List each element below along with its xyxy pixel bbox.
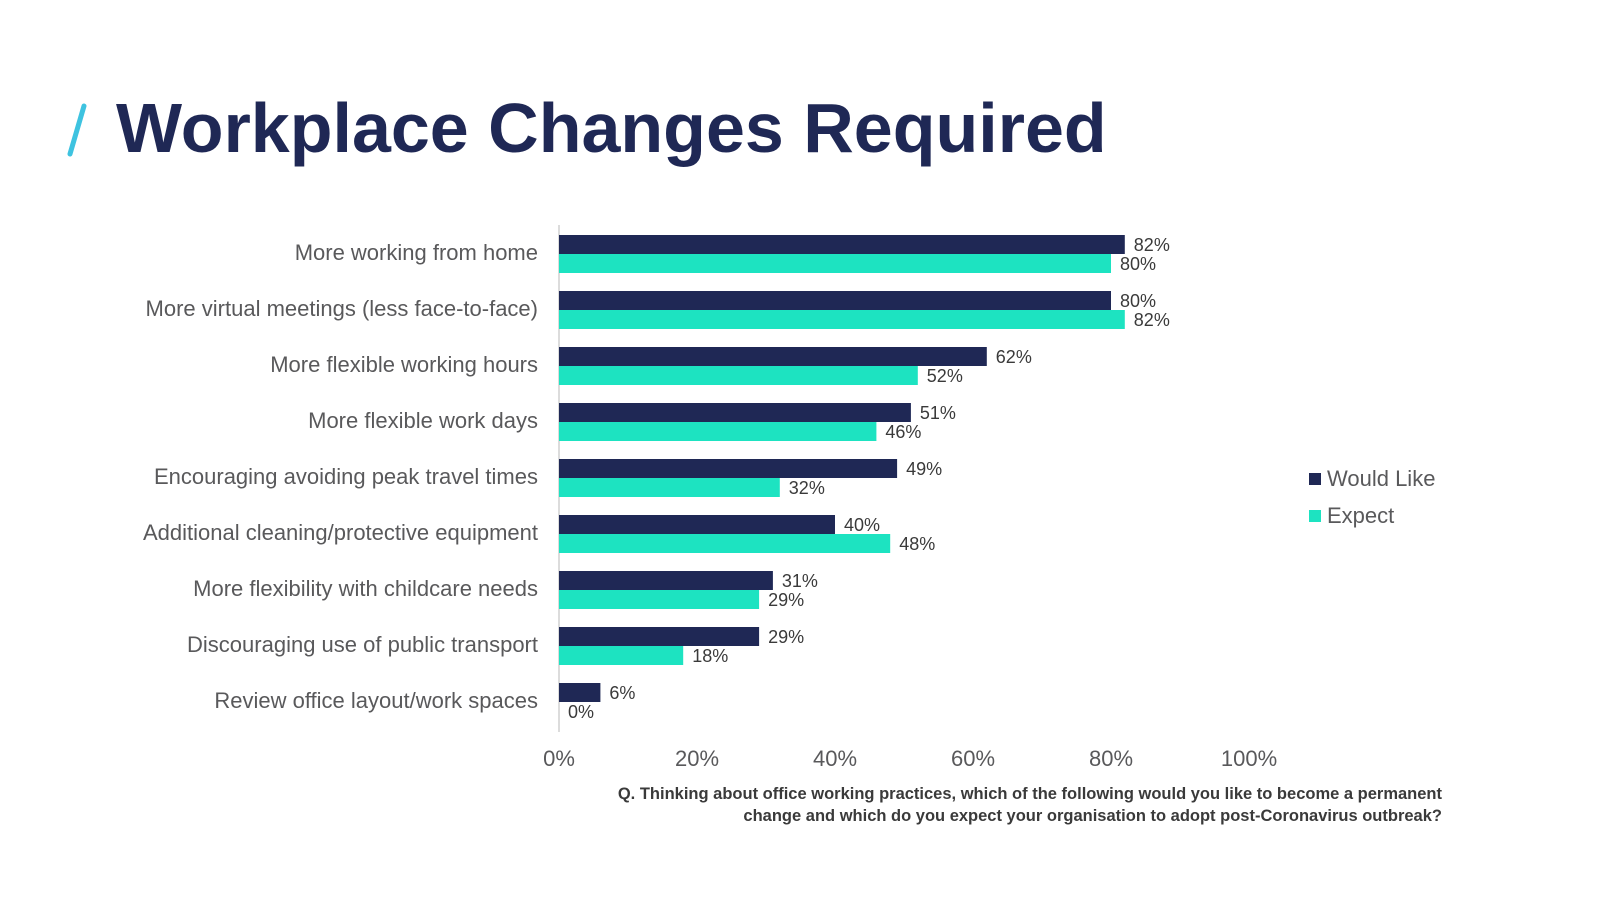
bar-would-like	[559, 571, 773, 590]
category-label: Encouraging avoiding peak travel times	[154, 464, 538, 489]
bar-would-like	[559, 683, 601, 702]
category-label: More flexible work days	[308, 408, 538, 433]
bar-would-like	[559, 459, 898, 478]
bar-would-like	[559, 403, 911, 422]
bar-expect	[559, 366, 918, 385]
x-tick-label: 0%	[543, 746, 575, 771]
data-label-expect: 32%	[789, 478, 825, 498]
data-label-expect: 0%	[568, 702, 594, 722]
data-label-would-like: 31%	[782, 571, 818, 591]
accent-slash-icon	[67, 103, 87, 157]
legend-item-would-like: Would Like	[1309, 460, 1435, 497]
x-tick-label: 100%	[1221, 746, 1277, 771]
data-label-would-like: 82%	[1134, 235, 1170, 255]
category-label: More flexibility with childcare needs	[193, 576, 538, 601]
survey-question-line-1: Q. Thinking about office working practic…	[617, 785, 1442, 803]
data-label-expect: 82%	[1134, 310, 1170, 330]
data-label-expect: 29%	[768, 590, 804, 610]
bar-would-like	[559, 291, 1111, 310]
bar-expect	[559, 534, 891, 553]
bar-expect	[559, 310, 1125, 329]
category-label: Discouraging use of public transport	[187, 632, 538, 657]
legend-swatch-would-like	[1309, 472, 1321, 485]
x-tick-label: 40%	[813, 746, 857, 771]
data-label-expect: 80%	[1120, 254, 1156, 274]
survey-question: Q. Thinking about office working practic…	[618, 783, 1442, 827]
bar-would-like	[559, 627, 760, 646]
x-tick-label: 20%	[675, 746, 719, 771]
page-title: Workplace Changes Required	[116, 89, 1107, 167]
data-label-would-like: 62%	[996, 347, 1032, 367]
data-label-would-like: 40%	[844, 515, 880, 535]
legend-item-expect: Expect	[1309, 497, 1435, 534]
bar-expect	[559, 254, 1111, 273]
category-label: More virtual meetings (less face-to-face…	[146, 296, 538, 321]
bar-would-like	[559, 235, 1125, 254]
bar-would-like	[559, 347, 987, 366]
data-label-expect: 48%	[899, 534, 935, 554]
legend-label-would-like: Would Like	[1327, 465, 1436, 491]
data-label-would-like: 29%	[768, 627, 804, 647]
legend-label-expect: Expect	[1327, 502, 1395, 528]
data-label-would-like: 6%	[609, 683, 635, 703]
x-tick-label: 80%	[1089, 746, 1133, 771]
bar-expect	[559, 646, 684, 665]
chart-legend: Would Like Expect	[1309, 460, 1435, 534]
data-label-expect: 52%	[927, 366, 963, 386]
category-label: Review office layout/work spaces	[214, 688, 538, 713]
bar-expect	[559, 590, 760, 609]
bar-expect	[559, 478, 780, 497]
category-label: More flexible working hours	[270, 352, 538, 377]
data-label-would-like: 51%	[920, 403, 956, 423]
bar-expect	[559, 422, 877, 441]
category-label: More working from home	[295, 240, 538, 265]
category-label: Additional cleaning/protective equipment	[143, 520, 538, 545]
data-label-expect: 46%	[885, 422, 921, 442]
data-label-would-like: 80%	[1120, 291, 1156, 311]
bar-would-like	[559, 515, 835, 534]
x-tick-label: 60%	[951, 746, 995, 771]
legend-swatch-expect	[1309, 509, 1321, 522]
data-label-would-like: 49%	[906, 459, 942, 479]
survey-question-line-2: change and which do you expect your orga…	[743, 807, 1442, 825]
data-label-expect: 18%	[692, 646, 728, 666]
